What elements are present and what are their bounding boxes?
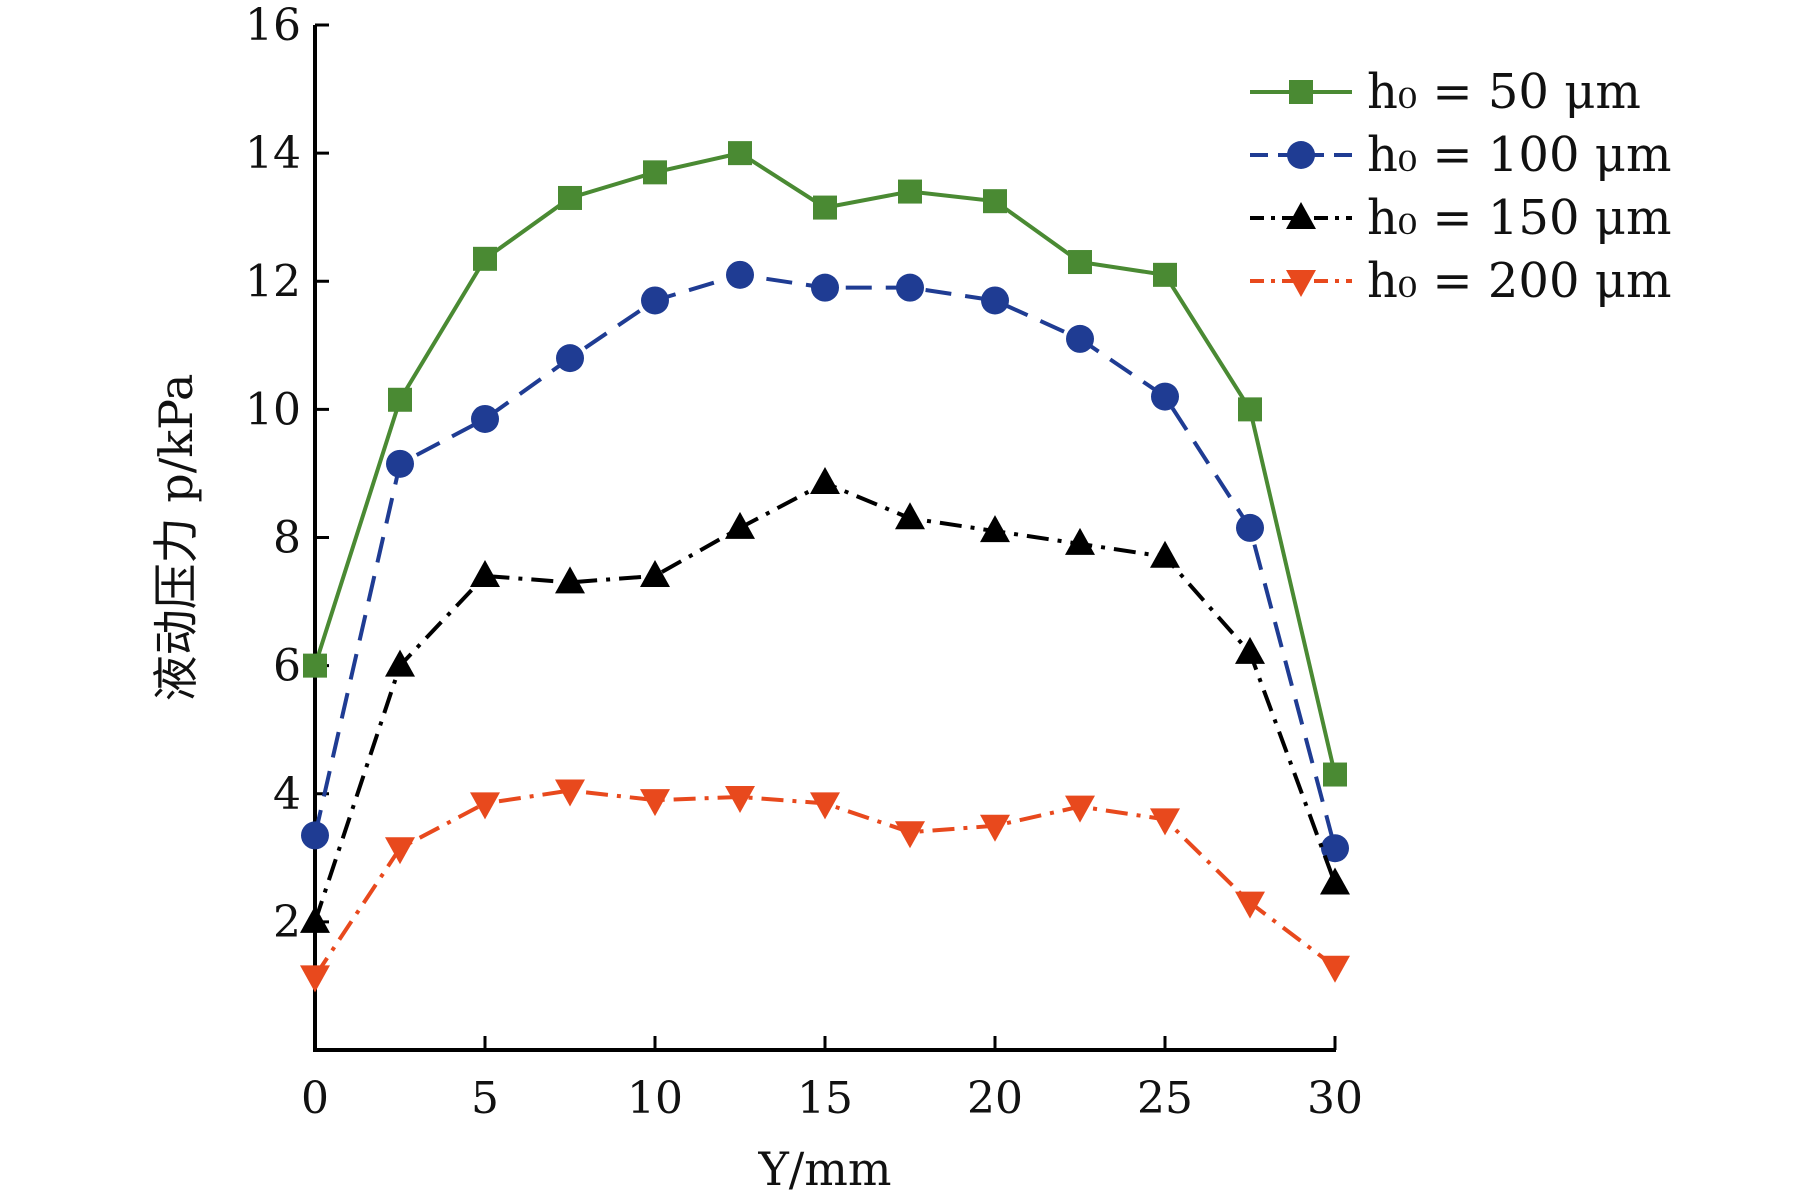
- data-point: [810, 467, 840, 495]
- data-point: [813, 195, 837, 220]
- legend-label: h₀ = 150 μm: [1367, 190, 1671, 246]
- legend-label: h₀ = 100 μm: [1367, 127, 1671, 183]
- y-tick-label: 2: [273, 897, 301, 948]
- data-point: [810, 792, 840, 820]
- data-point: [811, 273, 839, 302]
- data-point: [1238, 397, 1262, 422]
- legend-item: h₀ = 150 μm: [1250, 190, 1671, 246]
- data-point: [385, 649, 415, 677]
- data-point: [896, 273, 924, 302]
- data-point: [640, 559, 670, 587]
- data-point: [895, 502, 925, 530]
- data-point: [895, 821, 925, 849]
- data-point: [1151, 382, 1179, 411]
- legend: h₀ = 50 μm h₀ = 100 μm h₀ = 150 μm h₀ = 200…: [1250, 64, 1671, 309]
- y-axis-title: 液动压力 p/kPa: [149, 374, 203, 702]
- data-point: [726, 260, 754, 289]
- data-point: [471, 404, 499, 433]
- data-point: [386, 449, 414, 478]
- x-axis-title: Y/mm: [757, 1142, 891, 1196]
- legend-marker: [1286, 202, 1316, 229]
- x-tick-label: 15: [797, 1073, 853, 1124]
- data-point: [388, 387, 412, 412]
- y-tick-label: 12: [245, 256, 301, 307]
- x-tick-label: 25: [1137, 1073, 1193, 1124]
- legend-marker: [1286, 270, 1316, 297]
- y-tick-label: 16: [245, 0, 301, 51]
- legend-label: h₀ = 50 μm: [1367, 64, 1641, 120]
- data-point: [1066, 324, 1094, 353]
- data-point: [1150, 808, 1180, 836]
- data-point: [1153, 262, 1177, 287]
- series-line: [313, 480, 1337, 923]
- tick-marks: [313, 23, 1337, 1050]
- series: [301, 260, 1349, 863]
- data-point: [728, 141, 752, 166]
- tick-labels: 0 5 10 15 20 25 30 2 4 6 8 10 12 14 16: [245, 0, 1363, 1124]
- x-tick-label: 30: [1307, 1073, 1363, 1124]
- x-tick-label: 20: [967, 1073, 1023, 1124]
- y-tick-label: 8: [273, 513, 301, 564]
- legend-item: h₀ = 100 μm: [1250, 127, 1671, 183]
- y-tick-label: 14: [245, 128, 301, 179]
- series: [300, 779, 1350, 993]
- data-point: [983, 189, 1007, 214]
- data-point: [303, 653, 327, 678]
- data-point: [640, 789, 670, 817]
- data-point: [1065, 795, 1095, 823]
- x-tick-label: 0: [301, 1073, 329, 1124]
- data-point: [641, 286, 669, 315]
- legend-marker: [1289, 80, 1313, 104]
- series: [300, 467, 1350, 933]
- data-point: [385, 837, 415, 865]
- data-point: [643, 160, 667, 185]
- data-point: [1235, 636, 1265, 664]
- legend-item: h₀ = 200 μm: [1250, 253, 1671, 309]
- data-point: [555, 779, 585, 807]
- legend-marker: [1287, 141, 1315, 169]
- legend-label: h₀ = 200 μm: [1367, 253, 1671, 309]
- data-point: [301, 821, 329, 850]
- data-point: [1320, 955, 1350, 983]
- data-point: [558, 185, 582, 210]
- data-point: [555, 566, 585, 594]
- data-point: [980, 515, 1010, 543]
- series-line: [313, 272, 1337, 849]
- data-point: [556, 344, 584, 373]
- data-point: [470, 559, 500, 587]
- y-tick-label: 4: [273, 769, 301, 820]
- data-point: [1150, 540, 1180, 568]
- data-point: [470, 792, 500, 820]
- data-point: [1321, 834, 1349, 863]
- data-point: [300, 905, 330, 933]
- data-point: [1323, 762, 1347, 787]
- data-point: [725, 785, 755, 813]
- legend-item: h₀ = 50 μm: [1250, 64, 1641, 120]
- data-point: [1065, 527, 1095, 555]
- data-point: [1320, 867, 1350, 895]
- data-point: [980, 814, 1010, 842]
- axes: [313, 25, 1336, 1052]
- y-tick-label: 6: [273, 641, 301, 692]
- x-tick-label: 5: [471, 1073, 499, 1124]
- data-point: [981, 286, 1009, 315]
- data-point: [1235, 891, 1265, 919]
- series: [303, 141, 1347, 787]
- data-point: [725, 511, 755, 539]
- x-tick-label: 10: [627, 1073, 683, 1124]
- data-point: [1068, 250, 1092, 275]
- series-layer: [300, 141, 1350, 993]
- data-point: [300, 965, 330, 993]
- data-point: [898, 179, 922, 204]
- series-line: [313, 150, 1337, 775]
- data-point: [473, 246, 497, 271]
- data-point: [1236, 513, 1264, 542]
- y-tick-label: 10: [245, 384, 301, 435]
